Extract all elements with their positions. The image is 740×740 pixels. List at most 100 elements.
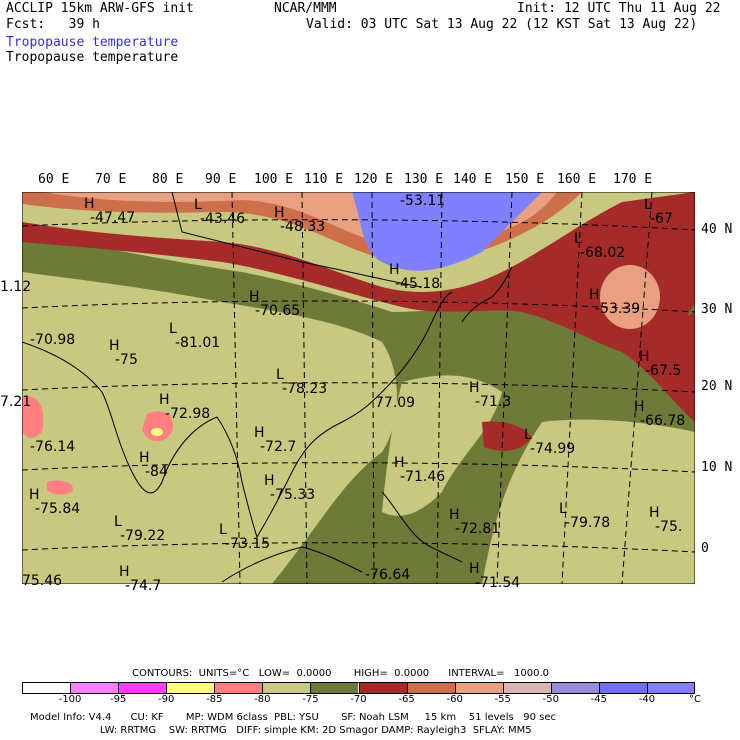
- high-marker: H: [119, 564, 130, 580]
- legend-tick-label: -80: [254, 694, 271, 705]
- extremum-value: -74.7: [125, 578, 162, 594]
- low-marker: L: [644, 197, 652, 213]
- map-extremum-label: L -43.46: [194, 198, 245, 226]
- high-marker: H: [389, 262, 400, 278]
- map-extremum-label: H -48.33: [274, 206, 326, 235]
- south-asia-coast: [22, 341, 258, 538]
- lon-label: 110 E: [304, 172, 344, 187]
- org-label: NCAR/MMM: [274, 1, 337, 16]
- legend-swatch: [262, 682, 311, 693]
- map-extremum-label: H -66.78: [634, 400, 685, 428]
- legend-swatch: [118, 682, 167, 693]
- legend-tick-label: -85: [206, 694, 223, 705]
- lon-label: 140 E: [453, 172, 493, 187]
- map-extremum-label: 1.12: [0, 280, 31, 294]
- lat-label: 20 N: [701, 379, 733, 394]
- typhoon-warm-core: [600, 265, 660, 329]
- extremum-value: -53.39: [595, 301, 641, 317]
- pink-patch-bay-of-bengal: [142, 411, 173, 442]
- extremum-value: -75.: [655, 519, 683, 535]
- map-extremum-label: 77.09: [375, 396, 415, 410]
- legend-tick-label: -45: [590, 694, 608, 705]
- legend-tick-label: -60: [446, 694, 463, 705]
- legend-tick-label: -65: [398, 694, 415, 705]
- high-marker: H: [264, 473, 275, 489]
- extremum-value: -67: [650, 211, 673, 227]
- model-title: ACCLIP 15km ARW-GFS init: [6, 1, 194, 16]
- extremum-value: -70.65: [255, 303, 301, 319]
- lon-line-130e: [436, 192, 443, 584]
- tropopause-temperature-map: [22, 192, 695, 584]
- valid-time: Valid: 03 UTC Sat 13 Aug 22 (12 KST Sat …: [306, 17, 698, 32]
- map-extremum-label: L -68.02: [574, 232, 625, 260]
- legend-tick-label: °C: [689, 694, 701, 705]
- light-olive-region-east: [482, 419, 695, 584]
- legend-tick-label: -95: [109, 694, 127, 705]
- high-marker: H: [469, 561, 480, 577]
- legend-tick-label: -50: [542, 694, 559, 705]
- map-extremum-label: H -71.54: [469, 562, 521, 591]
- map-extremum-label: L -74.99: [524, 428, 575, 456]
- lon-label: 80 E: [152, 172, 184, 187]
- lon-label: 90 E: [205, 172, 237, 187]
- light-olive-region-center: [382, 375, 502, 516]
- high-marker: H: [449, 507, 460, 523]
- legend-swatch: [70, 682, 119, 693]
- legend-swatch: [646, 682, 695, 693]
- map-extremum-label: H -84: [139, 451, 168, 479]
- extremum-value: -71.54: [475, 575, 521, 591]
- high-marker: H: [394, 455, 405, 471]
- lat-label: 0: [701, 541, 709, 556]
- legend-swatch: [310, 682, 359, 693]
- map-extremum-label: L -73.15: [219, 523, 270, 551]
- extremum-value: 1.12: [0, 279, 32, 295]
- legend-frame: [22, 682, 695, 694]
- extremum-value: -71.46: [400, 469, 446, 485]
- extremum-value: -79.78: [565, 515, 611, 531]
- map-extremum-label: 75.46: [22, 574, 62, 588]
- map-extremum-label: H -72.98: [159, 393, 210, 421]
- high-marker: H: [639, 349, 650, 365]
- lon-line-150e: [561, 192, 583, 584]
- lon-label: 130 E: [404, 172, 444, 187]
- lon-label: 60 E: [38, 172, 70, 187]
- lon-line-100e: [231, 192, 241, 584]
- light-olive-region-west: [22, 272, 397, 584]
- yellow-patch: [151, 428, 163, 436]
- low-marker: L: [169, 321, 177, 337]
- high-marker: H: [469, 380, 480, 396]
- model-info-line1: Model Info: V4.4 CU: KF MP: WDM 6class P…: [30, 712, 556, 723]
- high-marker: H: [254, 425, 265, 441]
- map-extremum-label: H -53.39: [589, 288, 641, 317]
- lon-label: 70 E: [95, 172, 127, 187]
- map-extremum-label: L -78.23: [276, 368, 327, 396]
- init-time: Init: 12 UTC Thu 11 Aug 22: [517, 1, 721, 16]
- forecast-hour: Fcst: 39 h: [6, 17, 100, 32]
- field-title-shaded: Tropopause temperature: [6, 35, 179, 50]
- lon-label: 120 E: [354, 172, 394, 187]
- map-extremum-label: H -67.5: [639, 350, 682, 379]
- legend-swatch: [550, 682, 599, 693]
- legend-tick-label: -55: [494, 694, 511, 705]
- lat-label: 10 N: [701, 460, 733, 475]
- interior-border: [171, 192, 423, 288]
- legend-swatch: [166, 682, 215, 693]
- pink-patch-arabian-sea: [47, 480, 73, 495]
- lat-label: 40 N: [701, 222, 733, 237]
- low-marker: L: [524, 427, 532, 443]
- extremum-value: -48.33: [280, 219, 326, 235]
- extremum-value: -76.14: [30, 439, 76, 455]
- extremum-value: -70.98: [30, 332, 76, 348]
- extremum-value: -67.5: [645, 363, 682, 379]
- high-marker: H: [634, 399, 645, 415]
- high-marker: H: [139, 450, 150, 466]
- lon-line-120e: [371, 192, 375, 584]
- extremum-value: -47.47: [90, 210, 136, 226]
- low-marker: L: [114, 514, 122, 530]
- map-extremum-label: L -79.78: [559, 502, 611, 531]
- high-marker: H: [249, 289, 260, 305]
- blue-region: [352, 192, 542, 271]
- map-extremum-label: H -45.18: [389, 263, 440, 291]
- extremum-value: 75.46: [22, 573, 63, 589]
- extremum-value: -53.11: [400, 193, 446, 209]
